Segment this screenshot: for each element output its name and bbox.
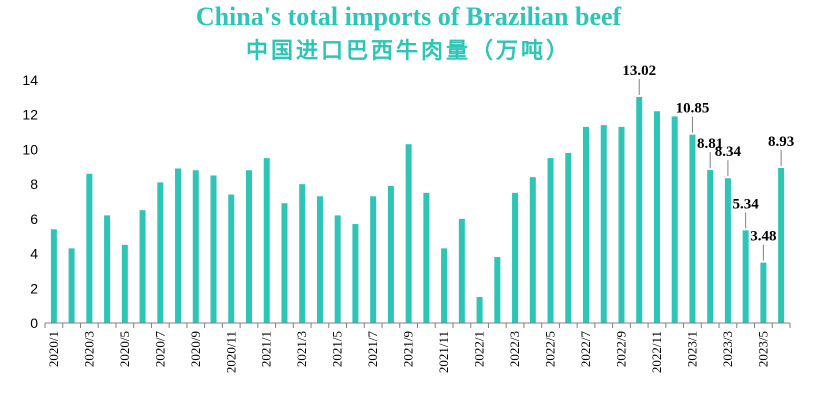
x-tick-label: 2021/5 <box>330 331 345 367</box>
bar <box>139 210 146 323</box>
y-tick-label: 0 <box>30 315 38 331</box>
bar <box>157 182 164 323</box>
y-tick-label: 12 <box>22 107 38 123</box>
bar <box>245 170 252 323</box>
bar <box>121 244 128 323</box>
bar <box>742 230 749 323</box>
bar <box>210 175 217 323</box>
bar <box>583 126 590 323</box>
bar <box>494 257 501 323</box>
bar <box>671 116 678 323</box>
x-tick-label: 2020/7 <box>152 331 167 368</box>
bar <box>387 185 394 323</box>
y-tick-label: 8 <box>30 176 38 192</box>
bar <box>352 224 359 323</box>
y-axis-ticks: 0 2 4 6 8 10 12 14 <box>22 72 38 331</box>
x-tick-label: 2022/11 <box>649 331 664 373</box>
bar <box>547 158 554 323</box>
data-label: 5.34 <box>733 196 760 212</box>
bar <box>316 196 323 323</box>
x-tick-label: 2022/9 <box>613 331 628 367</box>
x-tick-label: 2023/5 <box>755 331 770 367</box>
bar <box>263 158 270 323</box>
bar <box>653 111 660 323</box>
bar <box>175 168 182 323</box>
y-tick-label: 10 <box>22 141 38 157</box>
data-label: 8.81 <box>697 136 723 152</box>
x-tick-label: 2020/5 <box>117 331 132 367</box>
bar <box>476 296 483 323</box>
bar <box>281 203 288 323</box>
bar <box>689 134 696 323</box>
x-tick-label: 2020/1 <box>46 331 61 367</box>
bar <box>441 248 448 323</box>
bar <box>50 229 57 323</box>
bar <box>600 125 607 323</box>
bar <box>299 184 306 323</box>
bar <box>529 177 536 323</box>
y-tick-label: 2 <box>30 280 38 296</box>
bar <box>334 215 341 323</box>
bar <box>724 178 731 323</box>
x-tick-label: 2022/1 <box>472 331 487 367</box>
bar <box>778 168 785 323</box>
x-tick-label: 2022/5 <box>543 331 558 367</box>
bar <box>68 248 75 323</box>
chart-subtitle: 中国进口巴西牛肉量（万吨） <box>245 39 571 64</box>
bar <box>458 218 465 323</box>
bar <box>405 144 412 323</box>
x-tick-label: 2020/3 <box>81 331 96 367</box>
chart-title: China's total imports of Brazilian beef <box>195 2 622 31</box>
x-tick-label: 2021/3 <box>294 331 309 367</box>
bar <box>760 262 767 323</box>
bar <box>423 192 430 323</box>
x-tick-label: 2020/9 <box>188 331 203 367</box>
x-tick-label: 2023/3 <box>720 331 735 367</box>
x-tick-label: 2021/9 <box>401 331 416 367</box>
data-label: 8.34 <box>715 144 742 160</box>
x-tick-label: 2021/1 <box>259 331 274 367</box>
x-axis-ticks: 2020/1 2020/3 2020/5 2020/7 2020/9 2020/11 202… <box>44 323 791 373</box>
bar <box>104 215 111 323</box>
x-tick-label: 2021/7 <box>365 331 380 368</box>
bar <box>512 192 519 323</box>
data-label: 3.48 <box>750 229 776 245</box>
bar <box>618 126 625 323</box>
y-tick-label: 4 <box>30 246 38 262</box>
bar <box>192 170 199 323</box>
data-labels-group: 13.02 10.85 8.818.34 5.34 3.48 8.93 <box>622 63 794 261</box>
x-tick-label: 2022/7 <box>578 331 593 368</box>
bars-group <box>50 97 785 323</box>
x-tick-label: 2023/1 <box>684 331 699 367</box>
bar <box>86 173 93 323</box>
x-tick-label: 2020/11 <box>223 331 238 373</box>
data-label: 10.85 <box>676 101 710 117</box>
bar <box>636 97 643 323</box>
data-label: 13.02 <box>622 63 656 79</box>
bar <box>707 170 714 323</box>
y-tick-label: 14 <box>22 72 38 88</box>
bar <box>565 152 572 323</box>
data-label: 8.93 <box>768 134 794 150</box>
y-tick-label: 6 <box>30 211 38 227</box>
bar <box>228 194 235 323</box>
bar <box>370 196 377 323</box>
x-tick-label: 2021/11 <box>436 331 451 373</box>
x-tick-label: 2022/3 <box>507 331 522 367</box>
